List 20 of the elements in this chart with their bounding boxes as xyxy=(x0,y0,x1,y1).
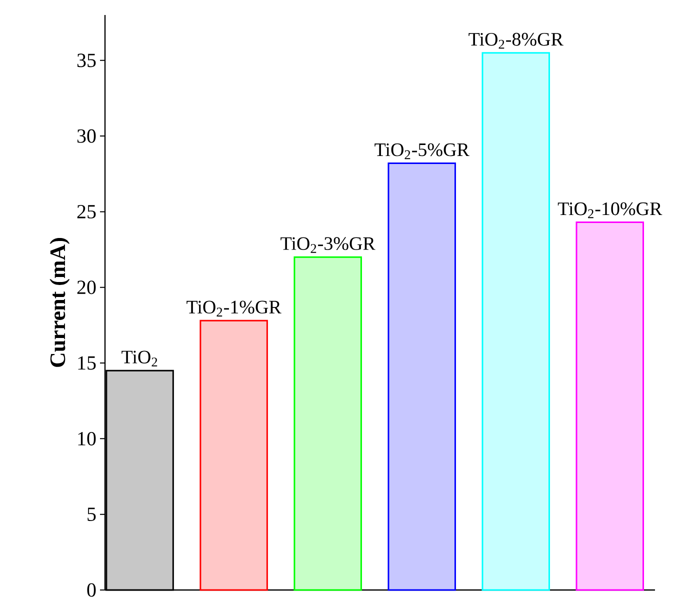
bar xyxy=(388,162,456,591)
x-tick-label: TiO$_{2}$-8%GR xyxy=(468,32,564,49)
bar xyxy=(576,222,644,591)
y-tick-label: 10 xyxy=(78,432,96,446)
y-tick-label: 25 xyxy=(77,204,96,218)
x-tick-label: TiO$_{2}$-1%GR xyxy=(186,300,282,316)
y-tick-label: 35 xyxy=(77,54,96,68)
y-tick-label: 5 xyxy=(88,508,96,521)
y-tick-label: 15 xyxy=(78,356,96,370)
x-tick-label: TiO$_{2}$-5%GR xyxy=(374,143,470,160)
y-axis-title: Current (mA) xyxy=(50,238,70,367)
bar xyxy=(200,320,268,591)
x-tick-label: TiO$_{2}$-3%GR xyxy=(280,237,376,253)
x-tick-label: TiO$_{2}$ xyxy=(122,350,158,366)
bar xyxy=(294,256,362,591)
x-tick-label: TiO$_{2}$-10%GR xyxy=(558,202,662,218)
y-tick-label: 20 xyxy=(77,280,96,294)
y-tick-label: 30 xyxy=(77,129,96,143)
y-tick-label: 0 xyxy=(87,583,96,597)
bar xyxy=(482,52,550,591)
